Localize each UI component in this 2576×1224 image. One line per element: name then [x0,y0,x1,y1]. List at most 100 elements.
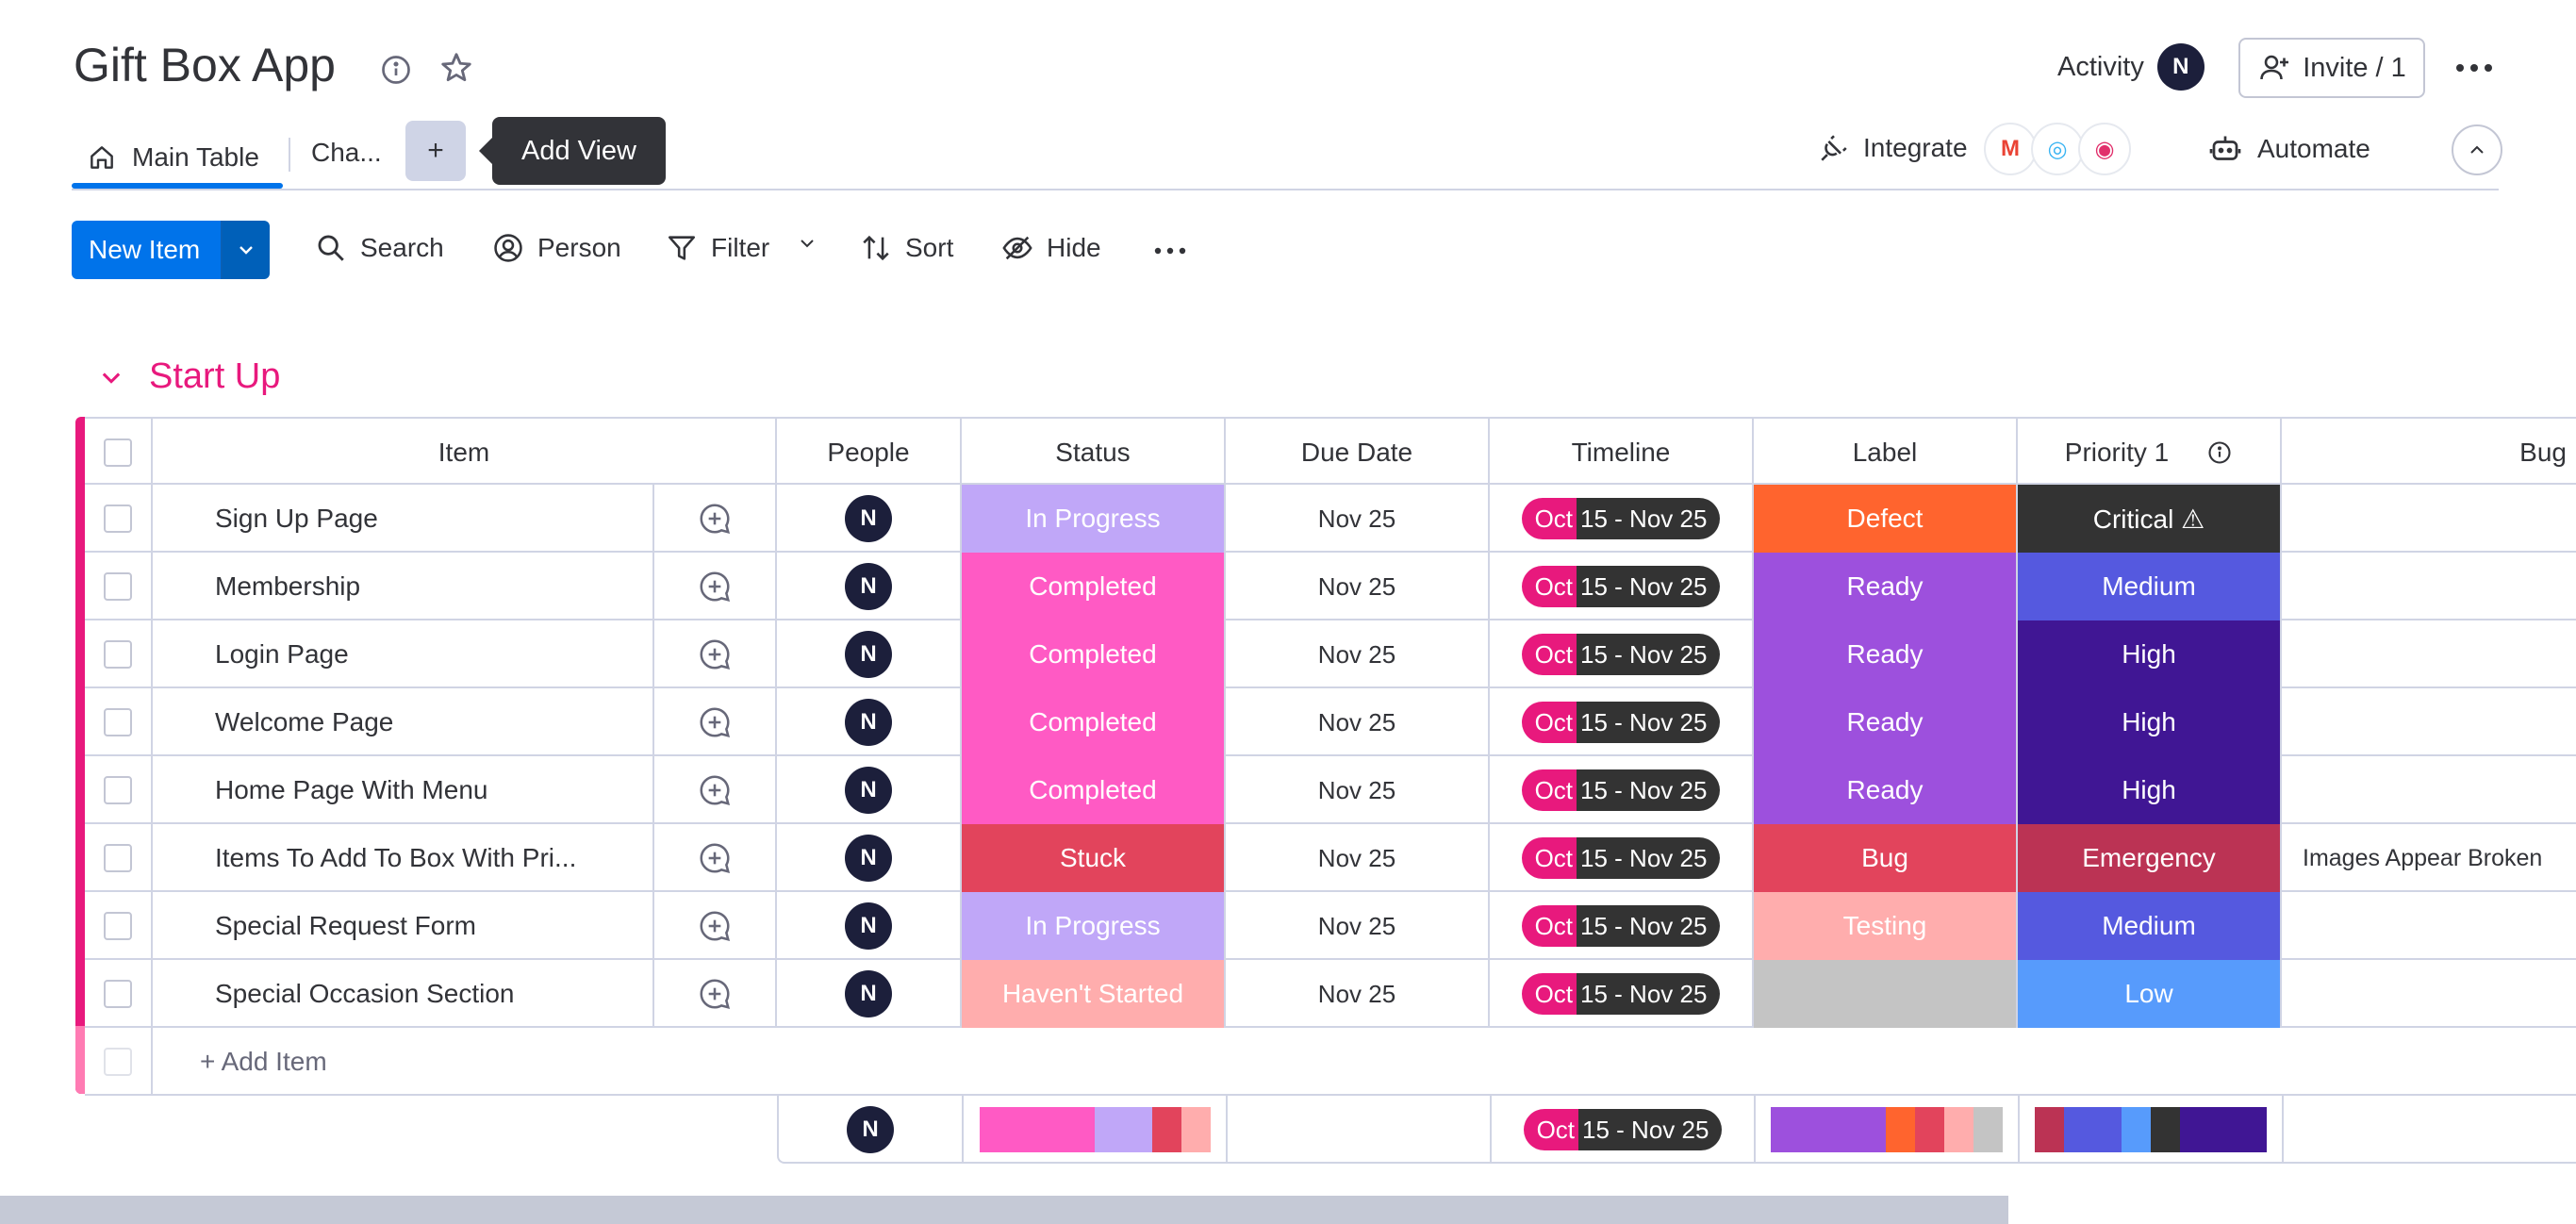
invite-button[interactable]: Invite / 1 [2238,38,2425,98]
people-cell[interactable]: N [777,688,962,756]
timeline-cell[interactable]: Oct 15 - Nov 25 [1490,620,1754,688]
info-icon[interactable] [2206,439,2233,466]
toolbar-more-icon[interactable] [1154,247,1186,255]
priority-cell[interactable]: Emergency [2018,824,2282,892]
people-cell[interactable]: N [777,756,962,824]
info-icon[interactable] [375,49,417,91]
item-name[interactable]: Membership [153,553,654,620]
people-cell[interactable]: N [777,553,962,620]
group-header[interactable]: Start Up [98,356,280,397]
status-cell[interactable]: In Progress [962,892,1226,960]
due-date-cell[interactable]: Nov 25 [1226,485,1490,553]
priority-cell[interactable]: Medium [2018,553,2282,620]
add-update-cell[interactable] [654,960,777,1028]
label-cell[interactable] [1754,960,2018,1028]
row-checkbox[interactable] [104,912,132,940]
more-options-icon[interactable] [2452,47,2497,89]
priority-cell[interactable]: High [2018,756,2282,824]
people-cell[interactable]: N [777,485,962,553]
add-view-button[interactable]: + [405,121,466,181]
priority-cell[interactable]: High [2018,620,2282,688]
table-row[interactable]: Items To Add To Box With Pri... N Stuck Nov… [85,824,2576,892]
row-checkbox[interactable] [104,776,132,804]
label-cell[interactable]: Ready [1754,688,2018,756]
column-header-people[interactable]: People [777,419,962,487]
status-cell[interactable]: Haven't Started [962,960,1226,1028]
table-row[interactable]: Login Page N Completed Nov 25 Oct 15 - Nov 25… [85,620,2576,688]
status-distribution-bar[interactable] [979,1107,1211,1152]
bug-cell[interactable]: Images Appear Broken [2303,844,2543,871]
people-cell[interactable]: N [777,960,962,1028]
board-title[interactable]: Gift Box App [74,39,336,91]
column-header-due-date[interactable]: Due Date [1226,419,1490,487]
due-date-cell[interactable]: Nov 25 [1226,960,1490,1028]
bug-cell[interactable] [2282,756,2576,824]
item-name[interactable]: Special Request Form [153,892,654,960]
item-name[interactable]: Items To Add To Box With Pri... [153,824,654,892]
add-update-cell[interactable] [654,485,777,553]
automate-button[interactable]: Automate [2208,132,2370,166]
status-cell[interactable]: Completed [962,756,1226,824]
chevron-down-icon[interactable] [98,364,124,390]
add-update-cell[interactable] [654,620,777,688]
timeline-cell[interactable]: Oct 15 - Nov 25 [1490,960,1754,1028]
status-cell[interactable]: Stuck [962,824,1226,892]
add-update-cell[interactable] [654,892,777,960]
table-row[interactable]: Special Request Form N In Progress Nov 25 Oc… [85,892,2576,960]
add-update-cell[interactable] [654,553,777,620]
group-title[interactable]: Start Up [149,356,281,396]
integrate-button[interactable]: Integrate [1818,132,1968,164]
column-header-item[interactable]: Item [153,419,777,487]
priority-cell[interactable]: Low [2018,960,2282,1028]
timeline-cell[interactable]: Oct 15 - Nov 25 [1490,756,1754,824]
item-name[interactable]: Sign Up Page [153,485,654,553]
star-icon[interactable] [436,47,477,89]
search-button[interactable]: Search [315,232,444,264]
bug-cell[interactable] [2282,892,2576,960]
add-item-input[interactable]: + Add Item [200,1047,327,1076]
label-cell[interactable]: Testing [1754,892,2018,960]
new-item-dropdown[interactable] [221,221,270,279]
due-date-cell[interactable]: Nov 25 [1226,892,1490,960]
horizontal-scrollbar[interactable] [0,1196,2008,1224]
priority-cell[interactable]: Medium [2018,892,2282,960]
table-row[interactable]: Special Occasion Section N Haven't Started… [85,960,2576,1028]
table-row[interactable]: Welcome Page N Completed Nov 25 Oct 15 - Nov … [85,688,2576,756]
due-date-cell[interactable]: Nov 25 [1226,756,1490,824]
column-header-priority[interactable]: Priority 1 [2018,419,2282,487]
row-checkbox[interactable] [104,980,132,1008]
status-cell[interactable]: Completed [962,553,1226,620]
timeline-cell[interactable]: Oct 15 - Nov 25 [1490,892,1754,960]
due-date-cell[interactable]: Nov 25 [1226,824,1490,892]
label-cell[interactable]: Bug [1754,824,2018,892]
table-row[interactable]: Sign Up Page N In Progress Nov 25 Oct 15 - No… [85,485,2576,553]
sort-button[interactable]: Sort [860,232,953,264]
tab-main-table[interactable]: Main Table [72,124,274,190]
new-item-split-button[interactable]: New Item [72,221,270,279]
status-cell[interactable]: In Progress [962,485,1226,553]
due-date-cell[interactable]: Nov 25 [1226,688,1490,756]
due-date-cell[interactable]: Nov 25 [1226,553,1490,620]
bug-cell[interactable] [2282,553,2576,620]
activity-button[interactable]: Activity N [2057,43,2204,91]
item-name[interactable]: Special Occasion Section [153,960,654,1028]
bug-cell[interactable] [2282,960,2576,1028]
item-name[interactable]: Login Page [153,620,654,688]
table-row[interactable]: Membership N Completed Nov 25 Oct 15 - Nov 25… [85,553,2576,620]
timeline-cell[interactable]: Oct 15 - Nov 25 [1490,485,1754,553]
column-header-bug[interactable]: Bug [2519,438,2567,467]
due-date-cell[interactable]: Nov 25 [1226,620,1490,688]
column-header-status[interactable]: Status [962,419,1226,487]
label-cell[interactable]: Defect [1754,485,2018,553]
priority-cell[interactable]: High [2018,688,2282,756]
table-row[interactable]: Home Page With Menu N Completed Nov 25 Oct 15… [85,756,2576,824]
hide-button[interactable]: Hide [1001,232,1101,264]
priority-cell[interactable]: Critical ⚠ [2018,485,2282,553]
label-cell[interactable]: Ready [1754,756,2018,824]
row-checkbox[interactable] [104,708,132,736]
item-name[interactable]: Welcome Page [153,688,654,756]
bug-cell[interactable] [2282,620,2576,688]
collapse-header-button[interactable] [2452,124,2502,175]
timeline-cell[interactable]: Oct 15 - Nov 25 [1490,688,1754,756]
timeline-cell[interactable]: Oct 15 - Nov 25 [1490,824,1754,892]
